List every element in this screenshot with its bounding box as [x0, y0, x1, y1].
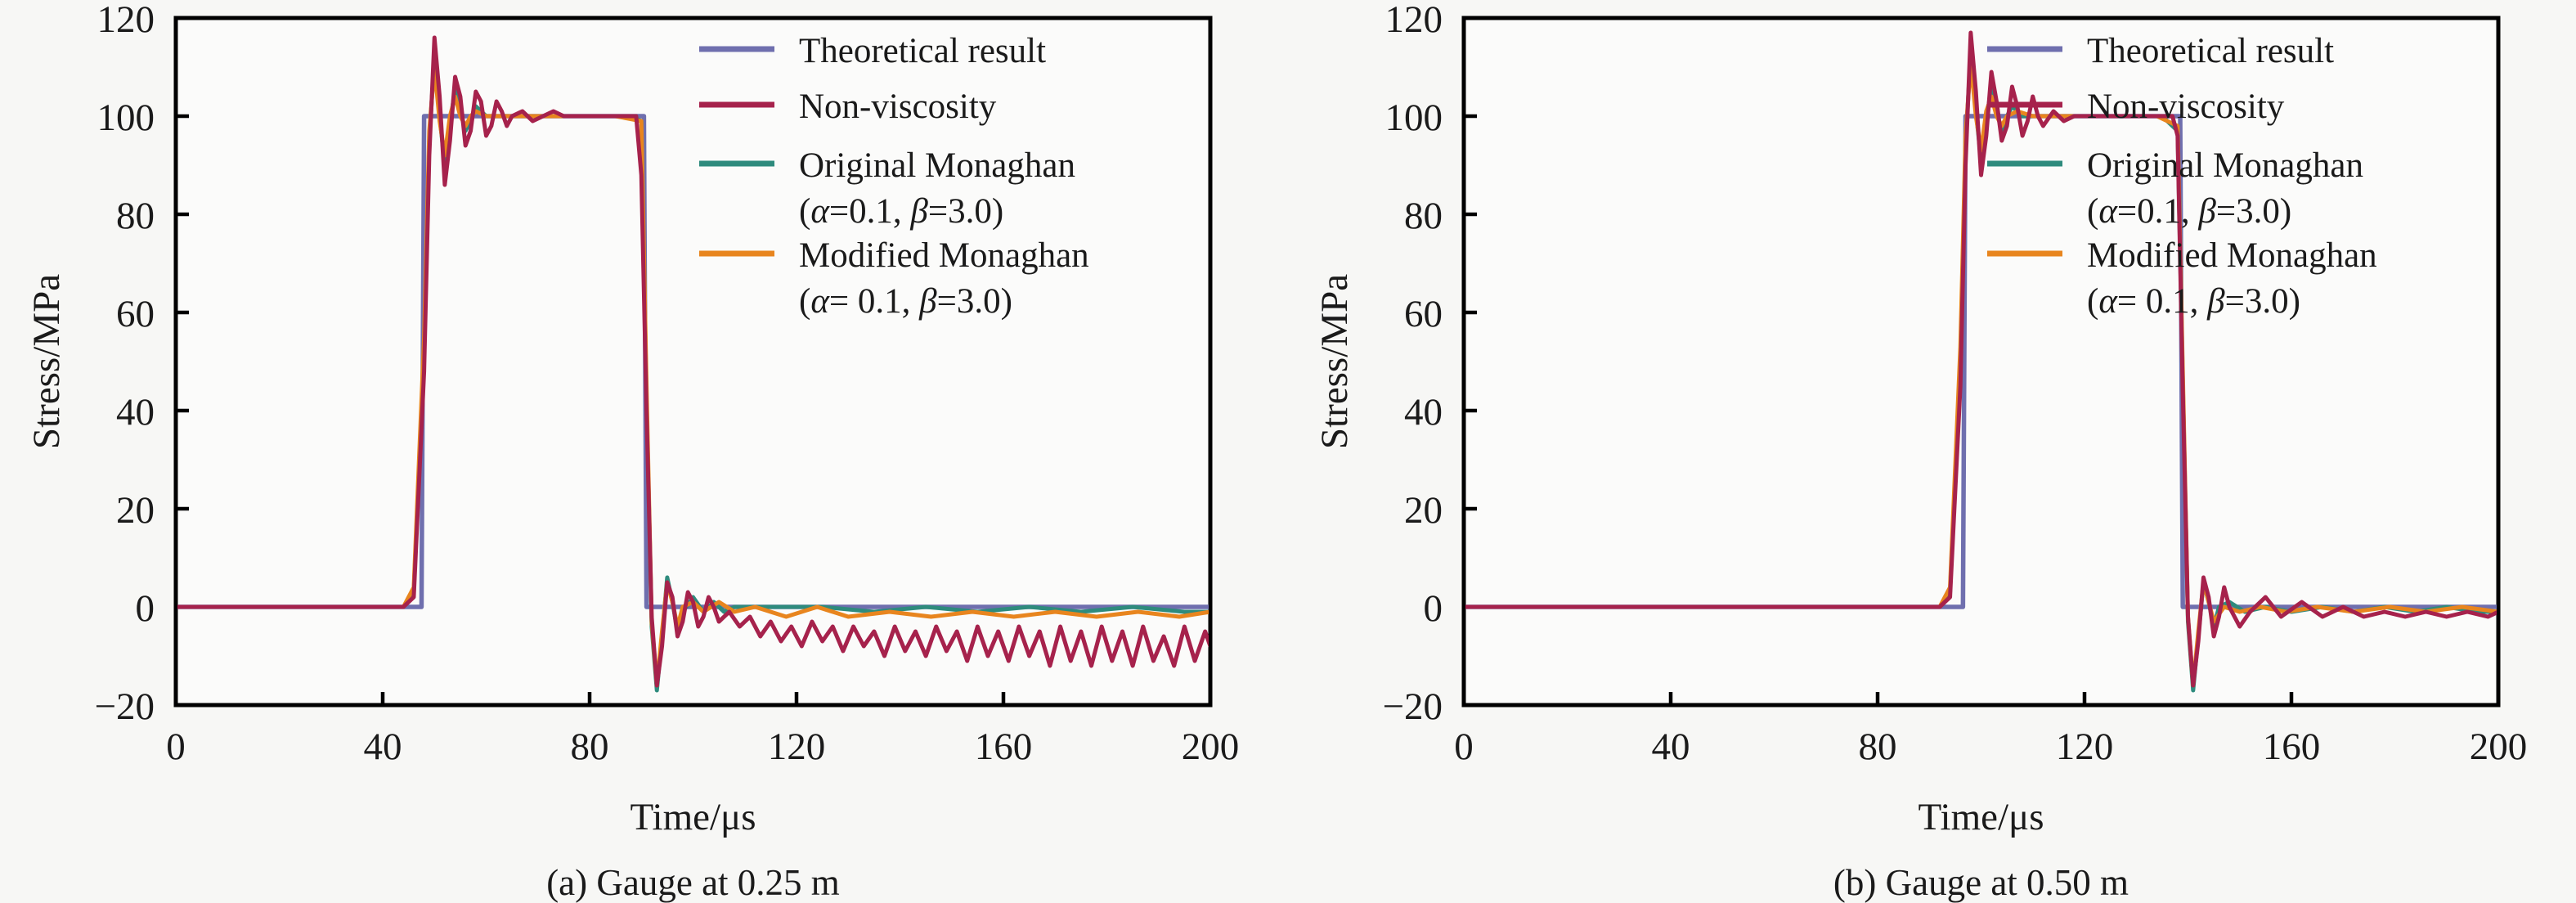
x-axis-title: Time/μs	[630, 796, 756, 838]
x-tick-label: 160	[2263, 726, 2321, 768]
y-axis-title: Stress/MPa	[25, 274, 68, 449]
series-group	[177, 35, 1209, 693]
y-tick-label: 80	[116, 195, 155, 237]
y-tick-label: 0	[136, 587, 155, 630]
panel-caption: (a) Gauge at 0.25 m	[546, 862, 840, 903]
legend-label: Modified Monaghan	[799, 236, 1089, 275]
legend-sublabel: (α= 0.1, β=3.0)	[2087, 282, 2300, 321]
legend-label: Modified Monaghan	[2087, 236, 2377, 275]
legend-label: Theoretical result	[799, 32, 1046, 70]
x-tick-label: 200	[2470, 726, 2528, 768]
legend-label: Original Monaghan	[2087, 146, 2363, 185]
legend-label: Non-viscosity	[799, 88, 997, 126]
plot-area-a: −20 0 20 40 60 80 100 120 0 40 80 120 160 200 Theoreti…	[25, 0, 1240, 903]
y-tick-label: −20	[94, 685, 155, 728]
plot-area-b: −20 0 20 40 60 80 100 120 0 40 80 120 160 200 Theoreti…	[1313, 0, 2528, 903]
x-axis-title: Time/μs	[1918, 796, 2044, 838]
legend-label: Theoretical result	[2087, 32, 2334, 70]
series-line	[177, 35, 1209, 688]
y-tick-label: 120	[1385, 0, 1443, 41]
chart-panel-b: −20 0 20 40 60 80 100 120 0 40 80 120 160 200 Theoreti…	[1288, 0, 2576, 903]
legend-label: Non-viscosity	[2087, 88, 2285, 126]
series-line	[1465, 30, 2497, 688]
legend-label: Original Monaghan	[799, 146, 1075, 185]
x-tick-label: 160	[975, 726, 1033, 768]
x-tick-label: 40	[1652, 726, 1690, 768]
x-tick-label: 120	[2056, 726, 2114, 768]
x-tick-label: 0	[1454, 726, 1474, 768]
legend-sublabel: (α=0.1, β=3.0)	[799, 192, 1003, 231]
plot-frame	[1461, 16, 2501, 708]
series-group	[1465, 30, 2497, 693]
y-axis-title: Stress/MPa	[1313, 274, 1356, 449]
x-tick-label: 80	[571, 726, 609, 768]
x-tick-label: 40	[364, 726, 402, 768]
chart-panel-a: −20 0 20 40 60 80 100 120 0 40 80 120 160 200 Theoreti…	[25, 0, 1240, 903]
y-tick-label: −20	[1382, 685, 1443, 728]
y-tick-label: 120	[97, 0, 155, 41]
legend-sublabel: (α= 0.1, β=3.0)	[799, 282, 1012, 321]
y-tick-label: 40	[116, 391, 155, 434]
y-tick-label: 20	[1404, 489, 1443, 532]
y-tick-label: 60	[116, 293, 155, 335]
plot-frame	[173, 16, 1213, 708]
y-tick-label: 20	[116, 489, 155, 532]
panel-caption: (b) Gauge at 0.50 m	[1833, 862, 2129, 903]
y-tick-label: 40	[1404, 391, 1443, 434]
x-tick-label: 0	[166, 726, 186, 768]
y-tick-label: 0	[1424, 587, 1443, 630]
x-tick-label: 200	[1182, 726, 1240, 768]
y-tick-label: 100	[1385, 97, 1443, 139]
x-tick-label: 80	[1859, 726, 1897, 768]
y-tick-label: 80	[1404, 195, 1443, 237]
x-tick-label: 120	[768, 726, 826, 768]
y-tick-label: 60	[1404, 293, 1443, 335]
y-tick-label: 100	[97, 97, 155, 139]
legend-sublabel: (α=0.1, β=3.0)	[2087, 192, 2291, 231]
